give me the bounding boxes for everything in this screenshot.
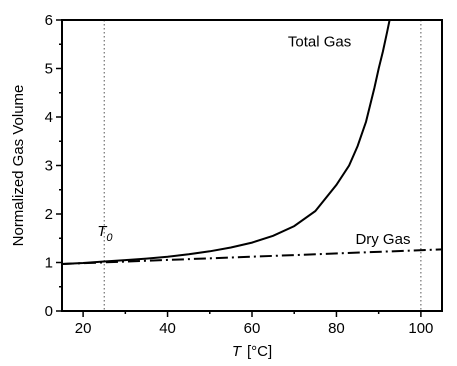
y-tick-label: 5	[45, 61, 53, 78]
series-line-total-gas	[62, 20, 391, 265]
x-tick-label: 100	[408, 320, 433, 337]
y-tick-label: 0	[45, 303, 53, 320]
x-tick-label: 80	[328, 320, 345, 337]
series-label-dry-gas: Dry Gas	[355, 231, 410, 248]
reference-lines	[103, 20, 422, 311]
y-axis-label: Normalized Gas Volume	[10, 85, 27, 247]
series-layer	[62, 20, 442, 265]
reference-line-label: T0	[97, 223, 113, 244]
y-tick-label: 3	[45, 158, 53, 175]
series-label-total-gas: Total Gas	[288, 34, 351, 51]
labels: T0 Total Gas Dry Gas 20 40 60 80 100 0 1 2 3 4 5 6 Norm…	[10, 12, 433, 360]
axes	[61, 19, 443, 312]
x-axis-label: T [°C]	[232, 343, 272, 360]
series-line-dry-gas	[62, 248, 442, 265]
y-tick-label: 4	[45, 109, 53, 126]
x-tick-label: 40	[159, 320, 176, 337]
x-tick-label: 60	[244, 320, 261, 337]
plot-frame	[61, 19, 443, 312]
y-tick-label: 2	[45, 206, 53, 223]
y-tick-label: 1	[45, 255, 53, 272]
x-tick-label: 20	[75, 320, 92, 337]
y-tick-label: 6	[45, 12, 53, 29]
ticks	[56, 19, 422, 317]
